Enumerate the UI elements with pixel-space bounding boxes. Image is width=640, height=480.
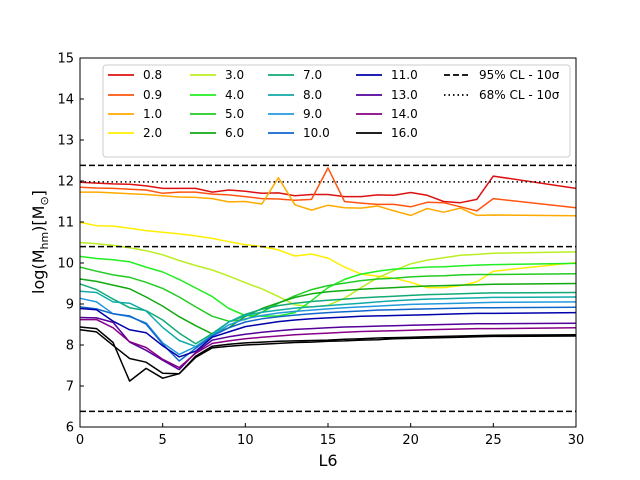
x-axis-label: L6 xyxy=(318,451,337,470)
x-tick-label: 15 xyxy=(320,433,337,448)
series-line-5.0-6 xyxy=(79,266,577,322)
series-line-0.9-1 xyxy=(79,167,577,212)
series-line-4.0-5 xyxy=(79,255,577,318)
y-axis-label: log(Mhm)[M⊙] xyxy=(29,190,51,294)
ticks-layer: 0 5 10 15 20 25 30 6 7 8 9 10 11 12 13 14 15 xyxy=(57,52,584,449)
series-line-13.0-13 xyxy=(79,316,577,371)
legend-label: 7.0 xyxy=(303,68,322,82)
y-tick-label: 10 xyxy=(57,257,74,272)
series-line-9.0-10 xyxy=(79,297,577,356)
legend-label: 0.9 xyxy=(143,88,162,102)
reference-lines-layer xyxy=(80,164,576,413)
legend-label: 2.0 xyxy=(143,126,162,140)
legend-label: 10.0 xyxy=(303,126,330,140)
legend-label: 1.0 xyxy=(143,107,162,121)
legend-label: 0.8 xyxy=(143,68,162,82)
legend-label: 13.0 xyxy=(391,88,418,102)
y-tick-label: 13 xyxy=(57,134,74,149)
x-tick-label: 30 xyxy=(568,433,585,448)
legend-label: 95% CL - 10σ xyxy=(479,68,560,82)
legend-box xyxy=(102,64,571,158)
legend-label: 8.0 xyxy=(303,88,322,102)
legend: 0.8 0.9 1.0 2.0 3.0 4.0 5.0 6.0 7.0 8.0 9.0 10.0 11.… xyxy=(102,64,571,158)
y-label-part1: log(M xyxy=(29,250,48,294)
y-label-sun-symbol: ⊙ xyxy=(38,196,51,205)
y-tick-label: 14 xyxy=(57,93,74,108)
legend-label: 16.0 xyxy=(391,126,418,140)
y-tick-label: 11 xyxy=(57,216,74,231)
legend-label: 68% CL - 10σ xyxy=(479,88,560,102)
series-line-10.0-11 xyxy=(79,306,577,362)
legend-label: 6.0 xyxy=(225,126,244,140)
legend-label: 3.0 xyxy=(225,68,244,82)
legend-label: 14.0 xyxy=(391,107,418,121)
y-tick-label: 7 xyxy=(66,380,74,395)
y-tick-label: 9 xyxy=(66,298,74,313)
legend-label: 4.0 xyxy=(225,88,244,102)
y-tick-label: 15 xyxy=(57,52,74,67)
series-line-16.0-15 xyxy=(79,326,577,382)
y-tick-label: 6 xyxy=(66,421,74,436)
y-tick-label: 8 xyxy=(66,339,74,354)
y-tick-label: 12 xyxy=(57,175,74,190)
series-line-6.0-7 xyxy=(79,278,577,335)
series-line-1.0-2 xyxy=(80,176,577,217)
x-tick-label: 0 xyxy=(76,433,84,448)
series-line-8.0-9 xyxy=(79,290,577,348)
series-line-14.0-14 xyxy=(80,318,577,369)
legend-label: 9.0 xyxy=(303,107,322,121)
y-label-subscript: hm xyxy=(38,232,51,250)
series-line-7.0-8 xyxy=(79,283,577,345)
legend-label: 5.0 xyxy=(225,107,244,121)
y-label-part2: )[M xyxy=(29,206,48,232)
series-line-2.0-3 xyxy=(79,221,577,289)
x-tick-label: 5 xyxy=(159,433,167,448)
x-tick-label: 25 xyxy=(485,433,502,448)
series-line-3.0-4 xyxy=(79,241,577,308)
x-tick-label: 20 xyxy=(402,433,419,448)
series-line-16.0-16 xyxy=(79,329,577,375)
y-label-part3: ] xyxy=(29,190,48,196)
series-line-11.0-12 xyxy=(79,307,577,358)
series-layer xyxy=(79,167,577,382)
legend-label: 11.0 xyxy=(391,68,418,82)
x-tick-label: 10 xyxy=(237,433,254,448)
series-line-0.8-0 xyxy=(79,175,577,204)
